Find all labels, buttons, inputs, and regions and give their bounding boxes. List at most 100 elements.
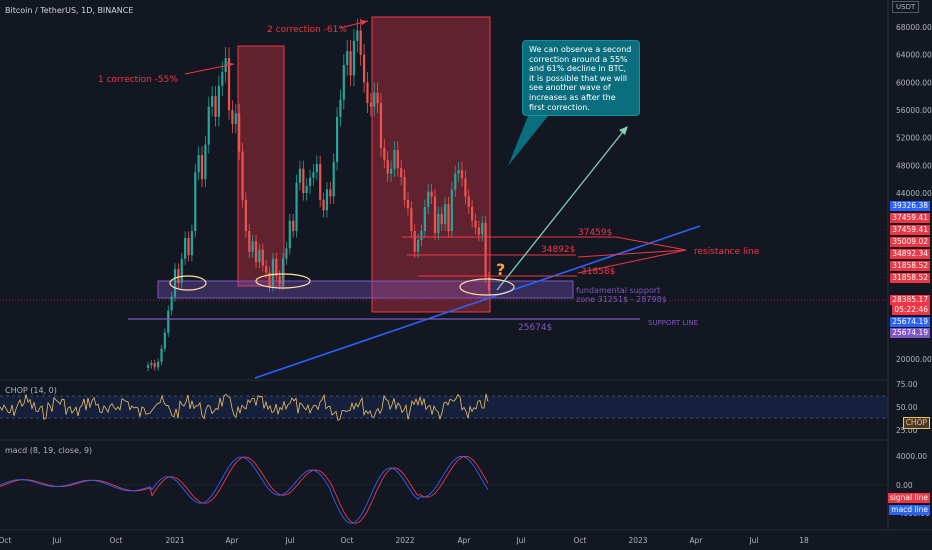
- chop-title: CHOP (14, 0): [5, 386, 57, 395]
- candle-body: [312, 172, 315, 178]
- price-axis[interactable]: 68000.00 64000.00 60000.00 56000.00 52000.00…: [896, 23, 932, 364]
- candle-body: [308, 177, 312, 187]
- candle-body: [160, 348, 163, 362]
- y-tick-label: 48000.00: [896, 161, 932, 170]
- candle-body: [302, 168, 305, 193]
- candle-body: [258, 249, 261, 263]
- candle-body: [261, 249, 264, 266]
- candle-body: [194, 172, 197, 232]
- y-tick-label: 56000.00: [896, 106, 932, 115]
- candle-body: [170, 296, 173, 311]
- candle-body: [207, 106, 210, 145]
- candle-body: [393, 150, 396, 169]
- candle-body: [177, 269, 180, 283]
- candle-body: [413, 231, 416, 252]
- price-tag: 25674.19: [890, 317, 930, 327]
- candle-body: [410, 208, 413, 232]
- candle-body: [332, 161, 335, 197]
- x-tick-label: Oct: [341, 536, 354, 545]
- price-tag: 31858.52: [890, 261, 930, 271]
- candle-body: [157, 361, 160, 368]
- support-line-label: SUPPORT LINE: [648, 319, 698, 327]
- candle-body: [403, 177, 406, 200]
- low-ellipse-3: [459, 278, 515, 296]
- candle-body: [416, 240, 420, 252]
- candle-body: [454, 173, 457, 190]
- price-tag: 31858.52: [890, 273, 930, 283]
- y-tick-label: 52000.00: [896, 134, 932, 143]
- candle-body: [292, 220, 295, 232]
- x-tick-label: 2021: [165, 536, 184, 545]
- label-34892: 34892$: [541, 245, 575, 255]
- candle-body: [315, 163, 318, 173]
- candle-body: [217, 85, 221, 117]
- candle-body: [406, 199, 410, 209]
- x-tick-label: Jul: [515, 536, 525, 545]
- candle-body: [433, 196, 437, 234]
- candle-body: [369, 103, 372, 107]
- candle-body: [352, 40, 356, 76]
- candle-body: [359, 30, 362, 55]
- chart-title: Bitcoin / TetherUS, 1D, BINANCE: [5, 6, 134, 15]
- macd-tick-label: 4000.00: [896, 452, 927, 461]
- price-tag: 34892.34: [890, 249, 930, 259]
- candle-body: [305, 186, 308, 193]
- candle-body: [254, 241, 258, 263]
- candle-body: [481, 222, 484, 235]
- time-axis[interactable]: Oct Jul Oct 2021 Apr Jul Oct 2022 Apr Jul Oct 2023 A…: [0, 536, 809, 545]
- chop-tag: CHOP: [902, 417, 930, 429]
- candle-body: [325, 189, 329, 211]
- candle-body: [356, 30, 359, 41]
- question-mark: ?: [496, 260, 505, 279]
- y-tick-label: 68000.00: [896, 23, 932, 32]
- candle-body: [464, 178, 467, 197]
- candle-body: [163, 332, 166, 349]
- x-tick-label: Jul: [748, 536, 758, 545]
- candle-body: [187, 237, 190, 256]
- candle-body: [487, 277, 491, 291]
- candle-body: [231, 110, 234, 124]
- candle-body: [457, 170, 460, 174]
- candle-body: [173, 269, 177, 297]
- candle-body: [467, 196, 470, 207]
- candle-body: [227, 58, 231, 110]
- candle-body: [288, 220, 291, 249]
- candle-body: [346, 51, 349, 66]
- resistance-label: resistance line: [694, 247, 760, 257]
- candle-body: [362, 54, 366, 83]
- price-tag: 37459.41: [890, 213, 930, 223]
- support-zone-label-2: zone 31251$ - 28798$: [576, 295, 667, 304]
- label-31858: 31858$: [581, 267, 615, 277]
- candle-body: [234, 113, 237, 124]
- macd-line: [0, 455, 489, 524]
- currency-badge[interactable]: USDT: [892, 1, 920, 13]
- candle-body: [204, 144, 207, 180]
- candle-body: [339, 99, 342, 117]
- candle-body: [251, 241, 254, 252]
- low-ellipse-1: [169, 275, 207, 291]
- x-tick-label: Apr: [226, 536, 240, 545]
- candle-body: [444, 204, 447, 225]
- macd-tick-label: 0.00: [896, 481, 913, 490]
- candle-body: [319, 163, 322, 200]
- candle-body: [373, 92, 376, 107]
- projection-arrow[interactable]: [496, 127, 627, 291]
- callout-note[interactable]: We can observe a second correction aroun…: [522, 40, 640, 116]
- correction-box-1: [237, 45, 285, 287]
- price-tag: 28385.17: [890, 295, 930, 305]
- x-tick-label: Oct: [574, 536, 587, 545]
- candle-body: [389, 168, 393, 174]
- chop-tick-label: 25.00: [896, 426, 918, 435]
- candle-body: [460, 170, 464, 179]
- trend-line[interactable]: [254, 225, 701, 379]
- chop-tick-label: 75.00: [896, 380, 918, 389]
- x-tick-label: Jul: [284, 536, 294, 545]
- candle-body: [298, 168, 302, 183]
- candle-body: [484, 222, 487, 278]
- candle-body: [430, 191, 433, 197]
- candle-body: [379, 103, 383, 149]
- chop-line: [0, 393, 489, 422]
- candle-body: [420, 231, 423, 241]
- correction-box-2: [371, 16, 491, 313]
